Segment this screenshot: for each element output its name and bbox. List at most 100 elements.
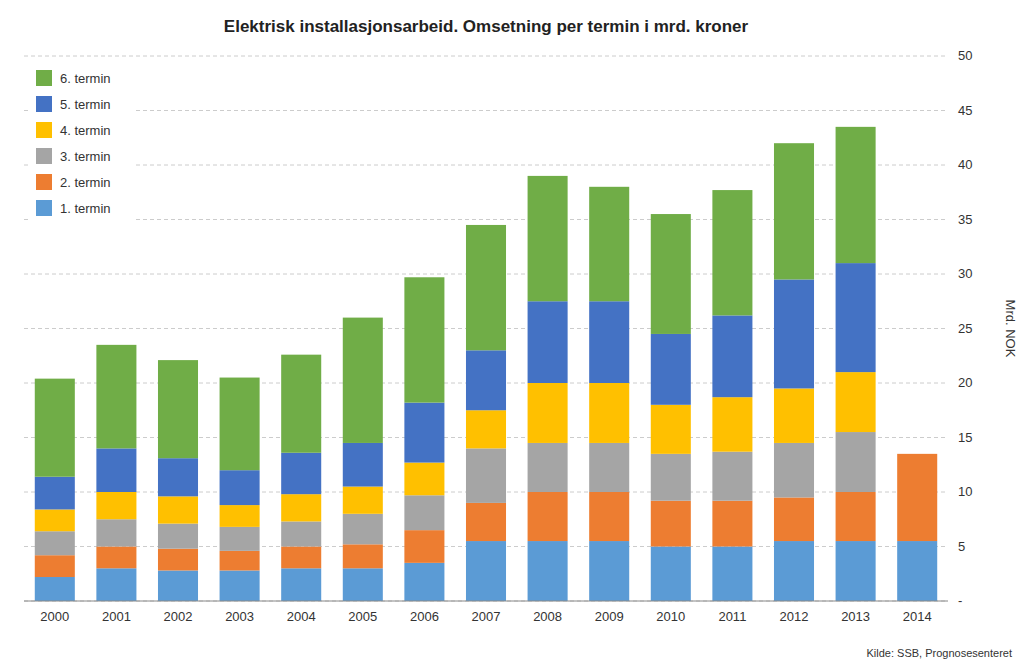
bar-segment (158, 496, 198, 523)
bar-segment (404, 463, 444, 496)
legend-label: 3. termin (60, 149, 111, 164)
bar-segment (281, 355, 321, 453)
bar-segment (96, 568, 136, 601)
grid-line (24, 56, 948, 57)
bar-segment (466, 448, 506, 503)
grid-line (24, 601, 948, 602)
y-tick-label: 10 (958, 484, 972, 499)
x-tick-label: 2014 (903, 609, 932, 624)
bar-segment (589, 187, 629, 301)
bar-segment (404, 277, 444, 402)
bar-segment (712, 501, 752, 547)
legend-swatch (36, 96, 52, 112)
chart: -5101520253035404550Mrd. NOK200020012002… (0, 0, 1028, 671)
bar-segment (281, 568, 321, 601)
bar-segment (712, 315, 752, 397)
bar-segment (528, 492, 568, 541)
legend-label: 2. termin (60, 175, 111, 190)
grid (24, 56, 948, 601)
y-tick-label: 5 (958, 539, 965, 554)
bar-segment (774, 443, 814, 498)
bar-segment (281, 521, 321, 546)
bar-segment (466, 541, 506, 601)
bar-segment (343, 443, 383, 487)
bar-segment (158, 524, 198, 549)
bar-segment (836, 263, 876, 372)
title: Elektrisk installasjonsarbeid. Omsetning… (224, 17, 749, 36)
bar-segment (35, 379, 75, 477)
bar-segment (897, 453, 937, 454)
series (35, 127, 876, 477)
bar-segment (836, 492, 876, 541)
y-tick-label: 40 (958, 157, 972, 172)
source: Kilde: SSB, Prognosesenteret (866, 647, 1012, 659)
bar-segment (96, 492, 136, 519)
legend-swatch (36, 148, 52, 164)
bar-segment (96, 519, 136, 546)
bar-segment (712, 397, 752, 452)
bar-segment (404, 563, 444, 601)
bar-segment (897, 541, 937, 601)
bar-segment (220, 505, 260, 527)
bar-segment (466, 410, 506, 448)
x-tick-label: 2007 (472, 609, 501, 624)
x-tick-label: 2006 (410, 609, 439, 624)
bar-segment (589, 492, 629, 541)
bar-segment (774, 541, 814, 601)
bar-segment (897, 453, 937, 454)
bar-segment (281, 494, 321, 521)
bar-segment (158, 458, 198, 496)
bar-segment (651, 547, 691, 602)
y-tick-label: 20 (958, 375, 972, 390)
bar-segment (220, 551, 260, 571)
bar-segment (466, 350, 506, 410)
x-tick-label: 2012 (780, 609, 809, 624)
bar-segment (220, 470, 260, 505)
series (35, 541, 937, 601)
bar-segment (466, 225, 506, 350)
bar-segment (651, 454, 691, 501)
x-tick-label: 2011 (718, 609, 746, 624)
legend-label: 5. termin (60, 97, 111, 112)
x-tick-label: 2005 (348, 609, 377, 624)
bar-segment (343, 544, 383, 568)
bar-segment (35, 477, 75, 510)
y-tick-label: 50 (958, 48, 972, 63)
bar-segment (712, 452, 752, 501)
y-tick-label: 25 (958, 321, 972, 336)
x-tick-label: 2010 (656, 609, 685, 624)
bar-segment (466, 503, 506, 541)
x-axis-line (24, 601, 948, 602)
bar-segment (897, 453, 937, 454)
bar-segment (158, 549, 198, 571)
y-tick-label: 35 (958, 212, 972, 227)
y-tick-label: - (958, 593, 962, 608)
x-axis: 2000200120022003200420052006200720082009… (40, 609, 931, 624)
bar-segment (589, 541, 629, 601)
bar-segment (96, 547, 136, 569)
bar-segment (158, 570, 198, 601)
bar-segment (220, 570, 260, 601)
bar-segment (96, 345, 136, 449)
bar-segment (343, 568, 383, 601)
legend-swatch (36, 200, 52, 216)
x-tick-label: 2003 (225, 609, 254, 624)
legend-label: 1. termin (60, 201, 111, 216)
bars (35, 127, 937, 601)
background (0, 0, 1028, 671)
bar-segment (836, 372, 876, 432)
bar-segment (528, 383, 568, 443)
bar-segment (220, 527, 260, 551)
x-tick-label: 2013 (841, 609, 870, 624)
bar-segment (651, 501, 691, 547)
legend-background (30, 64, 134, 226)
bar-segment (220, 378, 260, 471)
y-axis-label: Mrd. NOK (1003, 300, 1018, 358)
y-tick-label: 30 (958, 266, 972, 281)
bar-segment (589, 301, 629, 383)
bar-segment (589, 383, 629, 443)
legend-swatch (36, 122, 52, 138)
legend-label: 6. termin (60, 71, 111, 86)
bar-segment (343, 514, 383, 545)
bar-segment (528, 176, 568, 301)
